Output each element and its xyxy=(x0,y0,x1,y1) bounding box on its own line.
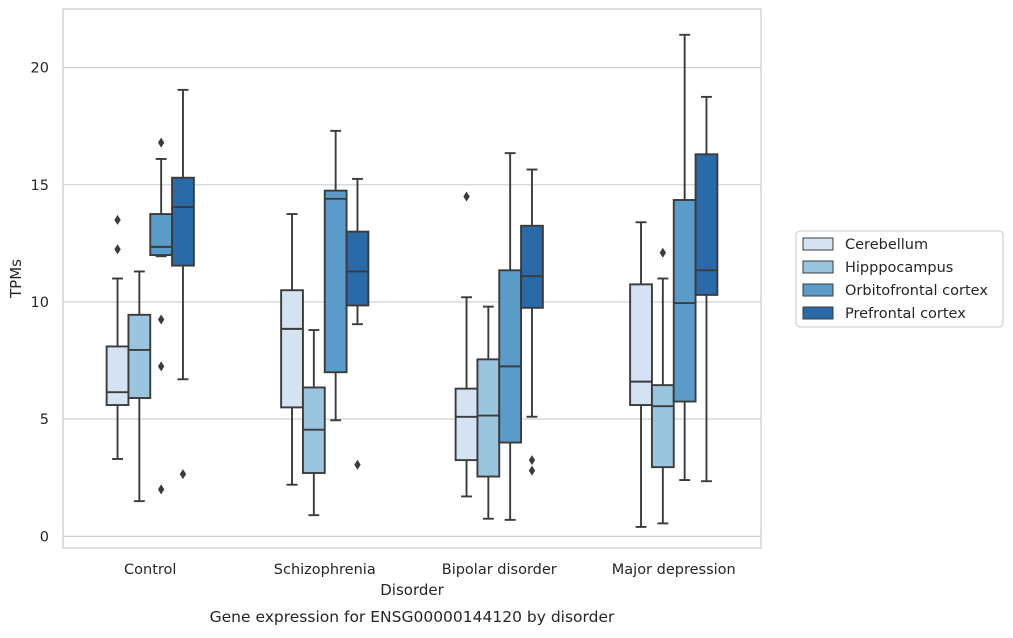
outlier-point xyxy=(659,247,667,258)
y-tick-label: 20 xyxy=(31,61,49,77)
outlier-point xyxy=(157,137,165,148)
box-body xyxy=(345,230,370,307)
box-prefrontal-cortex xyxy=(345,177,370,470)
plot-frame xyxy=(62,8,762,549)
box-hipppocampus xyxy=(650,247,675,525)
y-axis-label: TPMs xyxy=(7,259,25,299)
legend-label: Cerebellum xyxy=(845,237,928,253)
outlier-point xyxy=(157,361,165,372)
x-tick-labels: Control Schizophrenia Bipolar disorder Majo… xyxy=(124,562,736,578)
x-tick-label: Major depression xyxy=(612,562,736,578)
outlier-point xyxy=(528,465,536,476)
legend-swatch xyxy=(802,237,834,251)
y-tick-labels: 0 5 10 15 20 xyxy=(31,61,49,546)
box-orbitofrontal-cortex xyxy=(672,33,697,481)
x-tick-label: Control xyxy=(124,562,176,578)
outlier-point xyxy=(114,244,121,255)
outlier-point xyxy=(354,459,361,470)
box-body xyxy=(476,358,501,478)
box-body xyxy=(672,199,697,403)
y-tick-label: 0 xyxy=(40,529,49,545)
box-groups xyxy=(105,33,719,528)
box-body xyxy=(171,176,195,267)
legend: Cerebellum Hipppocampus Orbitofrontal cort… xyxy=(795,230,1004,328)
legend-label: Hipppocampus xyxy=(845,260,953,276)
box-cerebellum xyxy=(454,191,479,498)
box-orbitofrontal-cortex xyxy=(323,129,348,422)
y-tick-label: 15 xyxy=(31,178,49,194)
x-tick-label: Schizophrenia xyxy=(274,562,376,578)
box-body xyxy=(629,283,653,406)
y-tick-label: 10 xyxy=(31,295,49,311)
box-body xyxy=(323,189,348,374)
box-hipppocampus xyxy=(476,305,501,520)
box-cerebellum xyxy=(105,214,130,460)
box-body xyxy=(694,153,719,296)
box-body xyxy=(454,387,479,462)
y-tick-label: 5 xyxy=(40,412,49,428)
box-body xyxy=(520,224,544,309)
legend-swatch xyxy=(802,260,834,274)
box-body xyxy=(105,345,130,406)
legend-label: Prefrontal cortex xyxy=(845,306,966,322)
box-hipppocampus xyxy=(301,329,326,517)
outlier-point xyxy=(114,214,121,225)
box-body xyxy=(149,213,174,257)
outlier-point xyxy=(157,314,165,325)
x-axis-label: Disorder xyxy=(380,581,444,599)
box-cerebellum xyxy=(280,213,304,486)
box-hipppocampus xyxy=(127,270,152,503)
box-orbitofrontal-cortex xyxy=(149,137,174,495)
box-body xyxy=(127,313,152,399)
legend-swatch xyxy=(802,283,834,297)
box-body xyxy=(650,384,675,469)
legend-swatch xyxy=(802,306,834,320)
box-cerebellum xyxy=(629,221,653,528)
box-prefrontal-cortex xyxy=(520,168,544,476)
box-body xyxy=(280,289,304,409)
outlier-point xyxy=(528,455,536,466)
chart-title: Gene expression for ENSG00000144120 by d… xyxy=(210,608,615,626)
box-body xyxy=(498,269,523,444)
legend-box xyxy=(795,230,1004,328)
box-prefrontal-cortex xyxy=(171,88,195,480)
box-orbitofrontal-cortex xyxy=(498,152,523,521)
outlier-point xyxy=(463,191,470,202)
outlier-point xyxy=(179,469,187,480)
outlier-point xyxy=(157,484,165,495)
box-prefrontal-cortex xyxy=(694,95,719,483)
legend-label: Orbitofrontal cortex xyxy=(845,283,988,299)
x-tick-label: Bipolar disorder xyxy=(442,562,557,578)
